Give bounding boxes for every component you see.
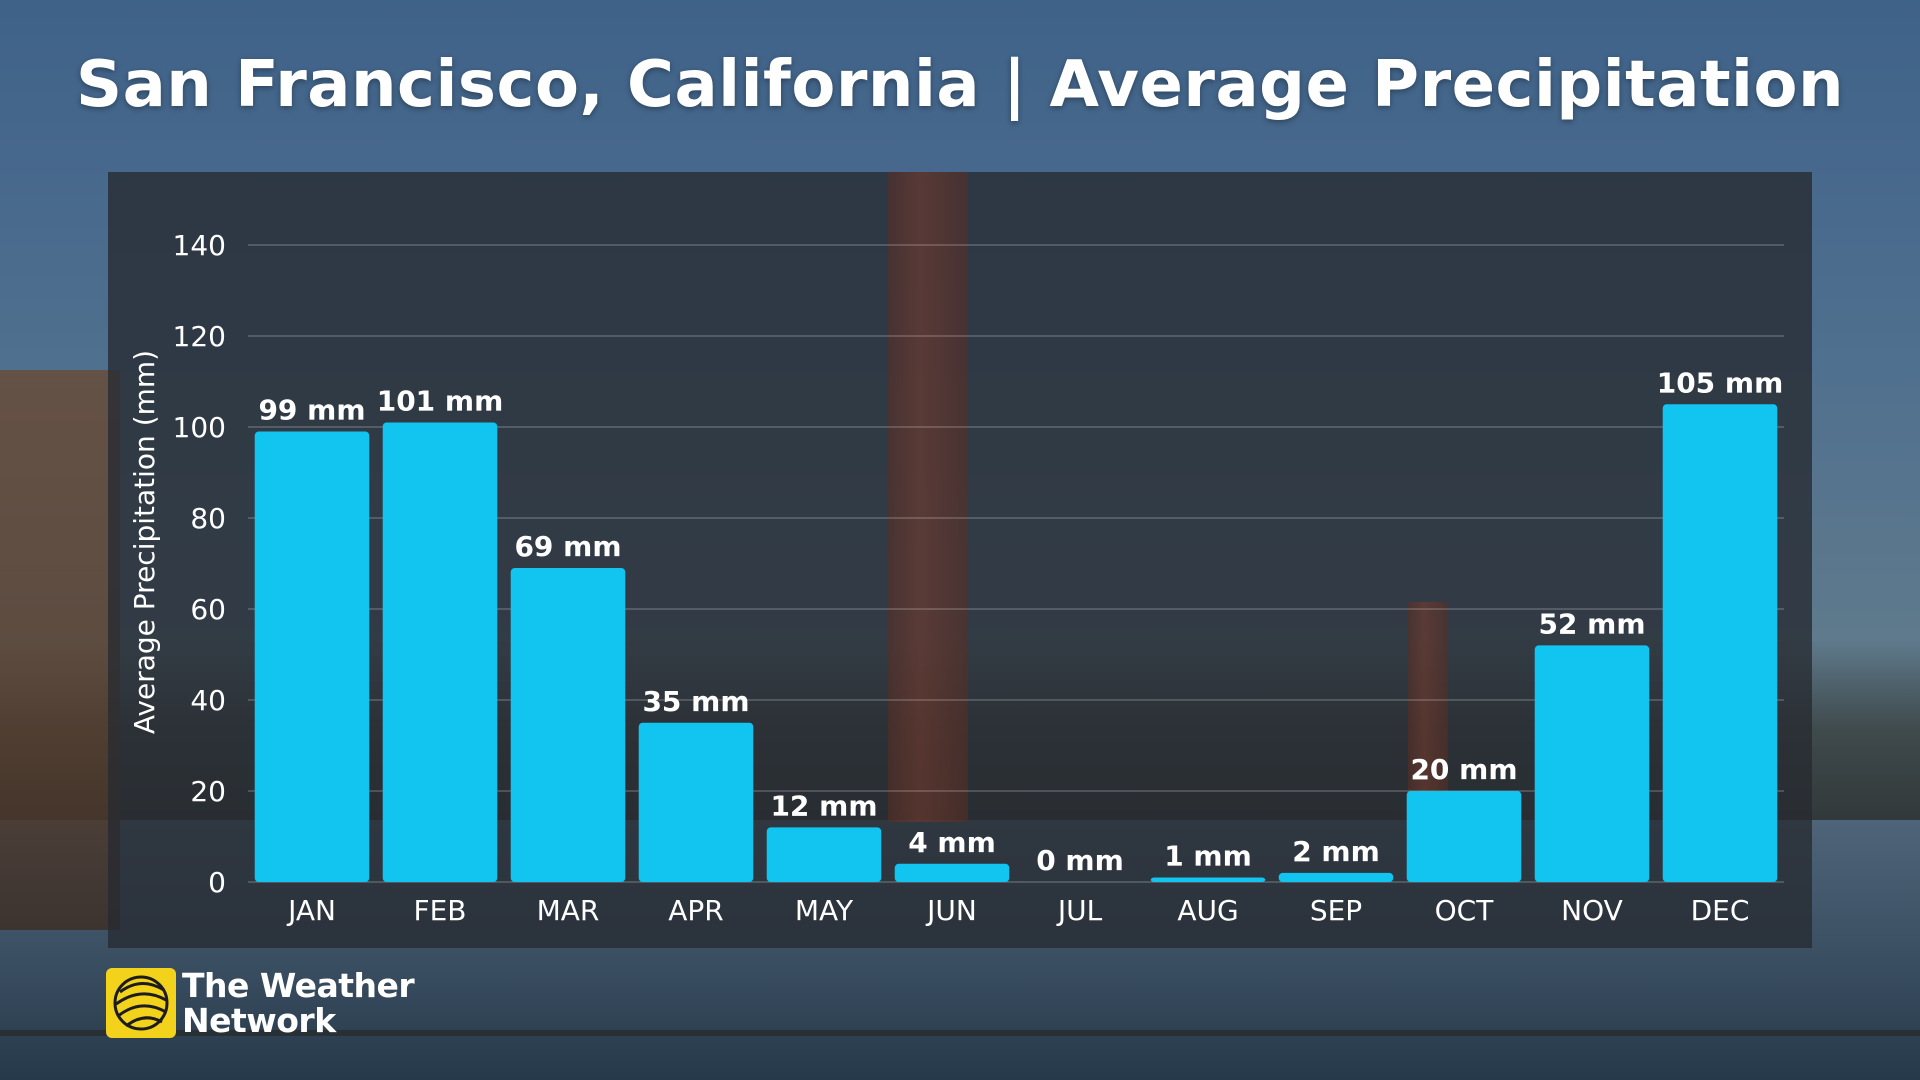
bar-jun [894,863,1010,882]
bars [254,404,1778,882]
bar-dec [1662,404,1778,882]
brand-line-2: Network [182,1001,336,1040]
brand-logo: The Weather Network [106,968,426,1040]
x-tick-label-aug: AUG [1177,894,1238,927]
grid-lines [248,244,1784,883]
y-tick-label: 40 [190,684,226,717]
x-tick-label-jan: JAN [286,894,336,927]
data-label-sep: 2 mm [1292,835,1380,868]
data-label-oct: 20 mm [1410,753,1517,786]
y-tick-label: 20 [190,775,226,808]
data-label-mar: 69 mm [514,530,621,563]
bar-mar [510,568,626,882]
data-labels: 99 mm 101 mm 69 mm 35 mm 12 mm 4 mm 0 mm 1 mm 2 … [258,366,1783,877]
y-tick-label: 100 [173,411,226,444]
data-label-jul: 0 mm [1036,844,1124,877]
background-bridge-tower [888,172,968,822]
bar-oct [1406,791,1522,882]
data-label-may: 12 mm [770,789,877,822]
x-tick-label-oct: OCT [1435,894,1495,927]
background-fortress [0,370,120,930]
bar-feb [382,422,498,882]
data-label-jan: 99 mm [258,394,365,427]
data-label-feb: 101 mm [377,384,504,417]
globe-icon [106,968,176,1038]
chart-title: San Francisco, California | Average Prec… [75,48,1845,122]
background-railing [0,1030,1920,1036]
bar-sep [1278,872,1394,882]
y-tick-label: 120 [173,320,226,353]
x-tick-label-jun: JUN [925,894,977,927]
bar-apr [638,722,754,882]
bar-jan [254,431,370,882]
x-tick-label-mar: MAR [537,894,600,927]
y-axis-label: Average Precipitation (mm) [128,350,161,734]
x-tick-label-sep: SEP [1310,894,1362,927]
bar-aug [1150,877,1266,882]
y-tick-label: 0 [208,866,226,899]
y-tick-label: 140 [173,229,226,262]
data-label-aug: 1 mm [1164,839,1252,872]
y-axis-ticks: 0 20 40 60 80 100 120 140 [173,229,226,899]
x-tick-label-nov: NOV [1561,894,1623,927]
y-tick-label: 80 [190,502,226,535]
brand-name: The Weather Network [182,966,415,1040]
y-tick-label: 60 [190,593,226,626]
brand-line-1: The Weather [182,966,415,1005]
x-tick-label-jul: JUL [1056,894,1103,927]
data-label-jun: 4 mm [908,826,996,859]
x-tick-label-may: MAY [795,894,854,927]
bar-may [766,827,882,882]
x-tick-label-dec: DEC [1691,894,1750,927]
bar-nov [1534,645,1650,882]
data-label-dec: 105 mm [1657,366,1784,399]
x-tick-label-apr: APR [668,894,724,927]
data-label-apr: 35 mm [642,685,749,718]
x-tick-label-feb: FEB [413,894,466,927]
x-axis-ticks: JAN FEB MAR APR MAY JUN JUL AUG SEP OCT NOV DEC [286,894,1749,927]
data-label-nov: 52 mm [1538,607,1645,640]
